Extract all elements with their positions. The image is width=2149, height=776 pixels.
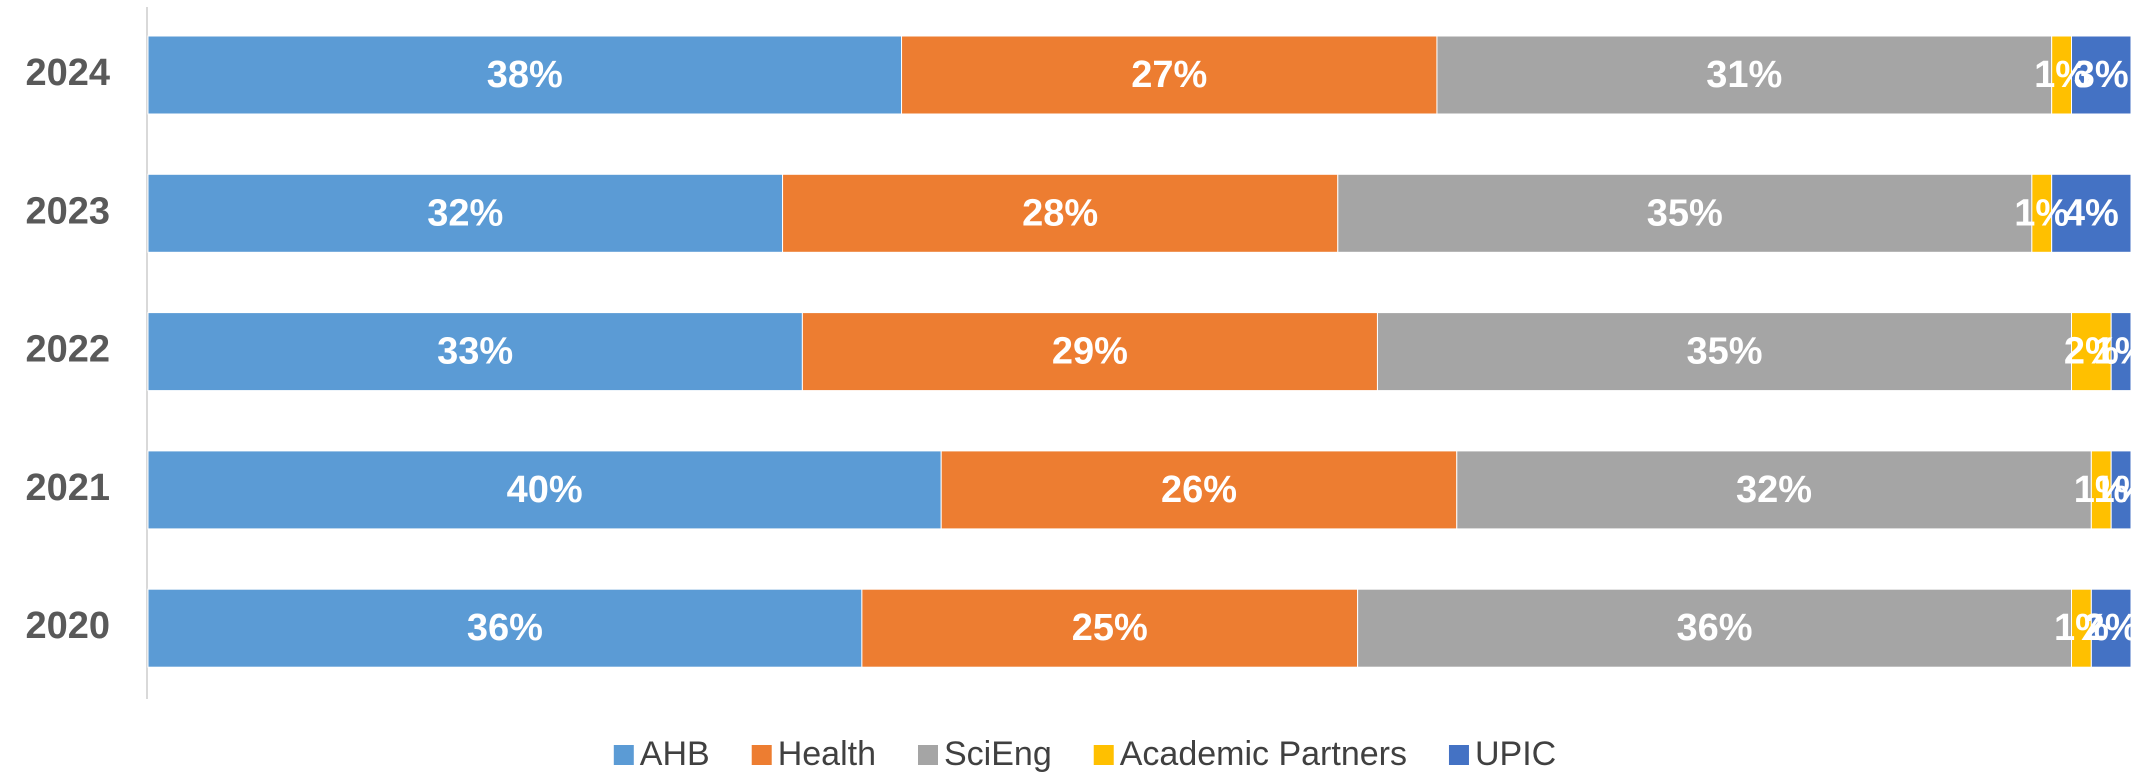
- bar-segment: [2090, 588, 2132, 668]
- legend: AHB Health SciEng Academic Partners UPIC: [613, 735, 1556, 773]
- legend-swatch: [1448, 745, 1469, 765]
- bar-segment: [1357, 588, 2073, 668]
- bar-segment: [801, 312, 1378, 392]
- data-label: 36%: [1677, 607, 1753, 649]
- bar-segment: [901, 35, 1438, 115]
- data-label: 29%: [1052, 331, 1128, 373]
- bar-segment: [147, 173, 784, 253]
- bar-segment: [861, 588, 1359, 668]
- data-label: 1%: [2094, 331, 2149, 373]
- data-label: 32%: [1736, 469, 1812, 511]
- data-label: 27%: [1131, 54, 1207, 96]
- data-label: 33%: [437, 331, 513, 373]
- data-label: 1%: [2054, 607, 2109, 649]
- y-tick-label: 2024: [25, 52, 110, 94]
- data-label: 4%: [2064, 192, 2119, 234]
- legend-label: Academic Partners: [1120, 735, 1407, 773]
- legend-label: UPIC: [1475, 735, 1556, 773]
- legend-swatch: [918, 745, 938, 765]
- bar-segment: [1337, 173, 2033, 253]
- legend-swatch: [613, 745, 634, 765]
- data-label: 28%: [1022, 192, 1098, 234]
- legend-swatch: [751, 745, 772, 765]
- bar-segment: [2071, 35, 2132, 115]
- bar-segment: [2110, 450, 2132, 530]
- bar-segment: [147, 450, 942, 530]
- data-label: 38%: [487, 54, 563, 96]
- data-label: 36%: [467, 607, 543, 649]
- bar-segment: [1456, 450, 2092, 530]
- y-tick-label: 2020: [25, 605, 110, 647]
- data-label: 25%: [1072, 607, 1148, 649]
- bar-segment: [940, 450, 1458, 530]
- bar-segment: [2071, 312, 2112, 392]
- y-tick-label: 2022: [25, 329, 110, 371]
- bar-segment: [1376, 312, 2073, 392]
- bar-segment: [2110, 312, 2132, 392]
- data-label: 2%: [2084, 607, 2139, 649]
- data-label: 3%: [2074, 54, 2129, 96]
- legend-swatch: [1093, 745, 1114, 765]
- bar-segment: [147, 588, 863, 668]
- bar-segment: [1436, 35, 2053, 115]
- data-label: 35%: [1647, 192, 1723, 234]
- legend-label: AHB: [640, 735, 710, 773]
- data-label: 31%: [1706, 54, 1782, 96]
- data-label: 35%: [1686, 331, 1762, 373]
- data-label: 1%: [2074, 469, 2129, 511]
- data-label: 32%: [427, 192, 503, 234]
- bar-segment: [2051, 173, 2132, 253]
- bar-segment: [147, 312, 803, 392]
- data-label: 1%: [2094, 469, 2149, 511]
- y-tick-label: 2023: [25, 190, 110, 232]
- data-label: 26%: [1161, 469, 1237, 511]
- legend-label: SciEng: [944, 735, 1052, 773]
- data-label: 1%: [2034, 54, 2089, 96]
- legend-label: Health: [778, 735, 876, 773]
- data-label: 2%: [2064, 331, 2119, 373]
- bar-segment: [147, 35, 903, 115]
- y-tick-label: 2021: [25, 467, 110, 509]
- data-label: 1%: [2014, 192, 2069, 234]
- bar-segment: [782, 173, 1339, 253]
- data-label: 40%: [507, 469, 583, 511]
